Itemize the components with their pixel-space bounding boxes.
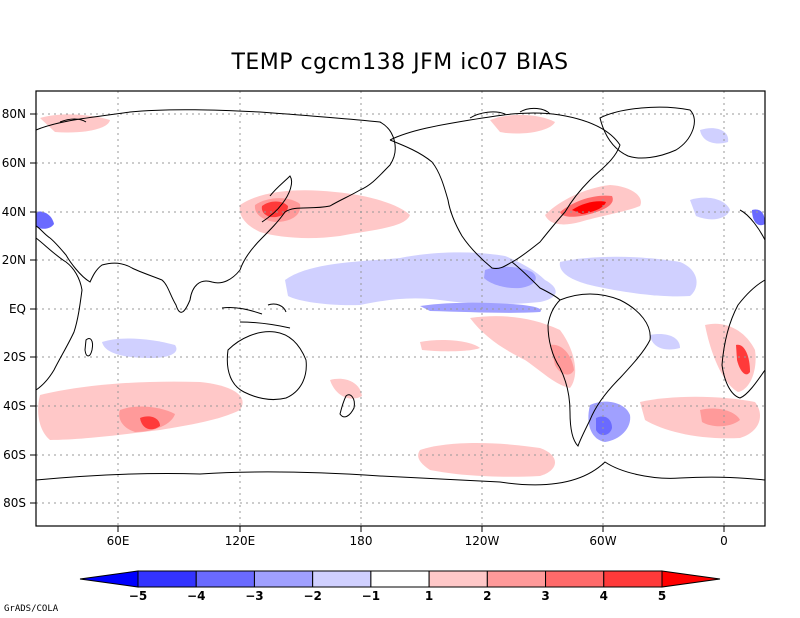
coastline-africa-west — [721, 279, 766, 399]
lat-label: 60N — [2, 156, 26, 170]
colorbar-label: −3 — [245, 589, 263, 603]
colorbar-box — [428, 570, 488, 588]
coastline-africa-east — [739, 209, 766, 241]
warm-anomaly-south-africa-core — [736, 344, 750, 375]
lon-label: 60E — [107, 534, 130, 548]
colorbar-label: 4 — [600, 589, 608, 603]
colorbar-label: −1 — [362, 589, 380, 603]
colorbar-label: 5 — [658, 589, 666, 603]
cold-anomaly-equatorial-strip — [420, 302, 541, 313]
warm-anomaly-southern-ocean-pacific — [418, 443, 555, 477]
colorbar-label: 1 — [425, 589, 433, 603]
warm-anomaly-tasman — [330, 378, 362, 399]
colorbar-box — [312, 570, 372, 588]
coastline-africa — [35, 237, 83, 391]
anomaly-field-layer — [36, 114, 765, 477]
lat-label: 20S — [3, 350, 26, 364]
cold-anomaly-central-pacific — [285, 252, 556, 306]
coastline-antarctica — [35, 461, 766, 486]
axis-ticks — [30, 113, 725, 532]
warm-anomaly-gulf-stream-core — [572, 201, 606, 214]
cold-anomaly-indian-ocean — [102, 338, 177, 358]
lat-labels: 80N 60N 40N 20N EQ 20S 40S 60S 80S — [2, 107, 26, 510]
colorbar-label: 3 — [541, 589, 549, 603]
lon-label: 120W — [465, 534, 500, 548]
warm-anomaly-peru-coast — [550, 344, 574, 375]
colorbar-box — [195, 570, 255, 588]
coastline-north-america — [389, 112, 621, 269]
colorbar-label: −5 — [129, 589, 147, 603]
lat-label: 20N — [2, 253, 26, 267]
warm-anomaly-south-atlantic-east — [640, 396, 760, 439]
colorbar-label: −4 — [187, 589, 205, 603]
warm-anomaly-south-atlantic-east-core — [700, 408, 740, 427]
warm-anomaly-arctic-atlantic — [490, 114, 555, 134]
coastlines — [35, 106, 766, 486]
lat-label: 80S — [3, 496, 26, 510]
colorbar-box — [253, 570, 314, 588]
cold-anomaly-east-pacific-core — [484, 266, 536, 289]
lat-label: 60S — [3, 448, 26, 462]
colorbar-label: −2 — [303, 589, 321, 603]
colorbar-box — [137, 570, 197, 588]
cold-anomaly-atlantic — [559, 256, 697, 297]
warm-anomaly-south-africa — [705, 323, 756, 392]
lat-label: 40S — [3, 399, 26, 413]
coastline-greenland — [599, 106, 695, 159]
coastline-new-zealand — [339, 394, 355, 418]
coastline-eurasia — [35, 109, 396, 313]
coastline-arctic-islands — [59, 107, 551, 123]
cold-anomaly-mediterranean-east — [752, 209, 765, 226]
colorbar-box — [545, 570, 605, 588]
coastline-central-america — [511, 261, 561, 301]
coastline-south-america — [547, 293, 651, 447]
lat-label: 80N — [2, 107, 26, 121]
cold-anomaly-south-atlantic-core — [596, 416, 612, 436]
lon-labels: 60E 120E 180 120W 60W 0 — [107, 534, 728, 548]
coastline-australia — [226, 331, 307, 401]
lon-label: 180 — [350, 534, 373, 548]
lat-label: 40N — [2, 205, 26, 219]
colorbar-box — [603, 570, 663, 588]
coastline-japan — [261, 175, 293, 223]
warm-anomaly-southern-indian-core — [140, 416, 160, 430]
warm-anomaly-arctic-europe — [40, 114, 110, 133]
colorbar: −5 −4 −3 −2 −1 1 2 3 4 5 — [79, 570, 721, 603]
map-title: TEMP cgcm138 JFM ic07 BIAS — [231, 50, 569, 75]
cold-anomaly-mediterranean — [36, 211, 54, 229]
colorbar-right-triangle — [661, 570, 721, 588]
cold-anomaly-north-atlantic-east — [690, 197, 730, 220]
colorbar-box — [370, 570, 430, 588]
lon-label: 60W — [589, 534, 616, 548]
warm-anomaly-south-pacific-strip — [420, 340, 480, 352]
cold-anomaly-greenland-sea — [700, 128, 729, 144]
credit-text: GrADS/COLA — [4, 604, 59, 614]
colorbar-box — [486, 570, 547, 588]
colorbar-left-triangle — [79, 570, 139, 588]
lon-label: 120E — [225, 534, 256, 548]
coastline-indonesia — [221, 303, 291, 329]
cold-anomaly-south-america-east — [650, 334, 680, 350]
coastline-madagascar — [84, 337, 93, 357]
lat-label: EQ — [9, 302, 26, 316]
colorbar-label: 2 — [483, 589, 491, 603]
lon-label: 0 — [720, 534, 728, 548]
